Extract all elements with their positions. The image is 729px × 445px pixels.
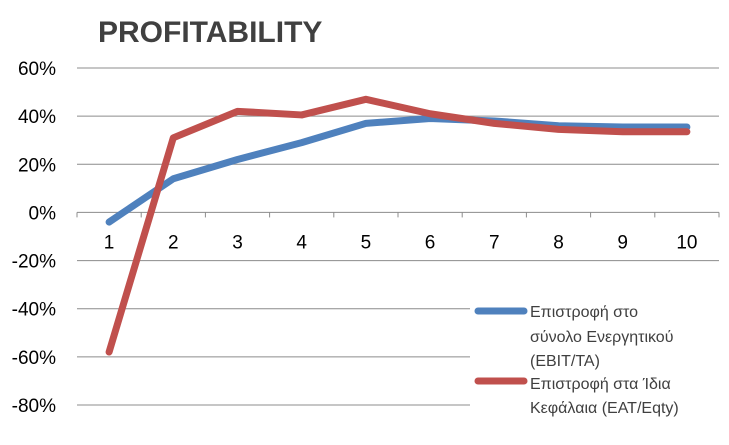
y-tick-label: 20% [18, 155, 56, 176]
x-tick-label: 9 [617, 232, 628, 253]
x-tick-label: 2 [168, 232, 179, 253]
legend-label: Επιστροφή στα Ίδια [530, 376, 671, 393]
series-line-1 [105, 115, 691, 226]
y-tick-label: -40% [12, 300, 56, 321]
legend-label: Κεφάλαια (EAT/Eqty) [530, 400, 679, 417]
x-tick-label: 10 [676, 232, 697, 253]
series-lines [105, 95, 691, 356]
y-tick-label: 0% [29, 203, 57, 224]
legend-label: (EBIT/TA) [530, 353, 600, 370]
x-tick-label: 6 [425, 232, 436, 253]
legend-label: Επιστροφή στο [530, 304, 638, 321]
x-tick-label: 4 [296, 232, 307, 253]
x-tick-label: 5 [361, 232, 372, 253]
legend-label: σύνολο Ενεργητικού [530, 329, 673, 346]
y-tick-label: -60% [12, 348, 56, 369]
chart-title: PROFITABILITY [98, 16, 322, 49]
x-axis-ticks: 1 2 3 4 5 6 7 8 9 10 [104, 232, 698, 253]
x-tick-label: 8 [553, 232, 564, 253]
series-line-2 [105, 95, 691, 356]
x-tick-label: 3 [232, 232, 243, 253]
gridlines [77, 67, 719, 406]
x-tick-label: 7 [489, 232, 500, 253]
x-axis [76, 211, 720, 218]
y-tick-label: -20% [12, 252, 56, 273]
legend: Επιστροφή στο σύνολο Ενεργητικού (EBIT/TA)… [470, 290, 719, 420]
y-tick-label: 40% [18, 107, 56, 128]
y-tick-label: -80% [12, 396, 56, 417]
y-axis-ticks: 60% 40% 20% 0% -20% -40% -60% -80% [12, 59, 56, 417]
x-tick-label: 1 [104, 232, 115, 253]
y-tick-label: 60% [18, 59, 56, 80]
